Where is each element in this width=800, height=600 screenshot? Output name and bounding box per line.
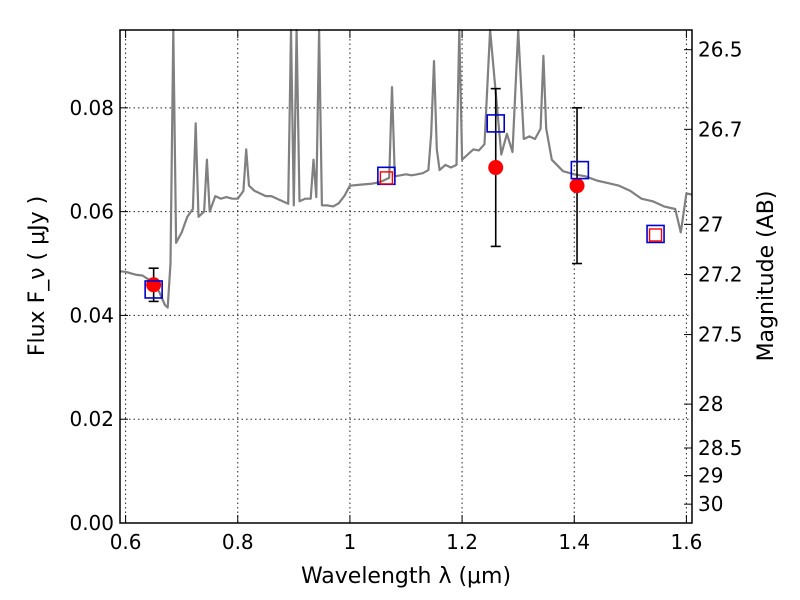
x-axis: 0.6 0.8 1 1.2 1.4 1.6 [110, 30, 702, 554]
model-photometry-box-inner [379, 171, 394, 185]
observed-point [146, 277, 162, 293]
y-axis-label: Flux F_ν ( μJy ) [25, 196, 50, 356]
y-tick-label: 0.04 [69, 303, 114, 327]
y2-tick-label: 27.5 [698, 323, 743, 347]
y2-tick-label: 27.2 [698, 263, 743, 287]
y2-tick-label: 26.5 [698, 38, 743, 62]
plot-frame [119, 29, 693, 524]
x-tick-label: 1.4 [558, 530, 590, 554]
model-photometry-box [570, 160, 590, 180]
y-axis: 0.00 0.02 0.04 0.06 0.08 [69, 96, 128, 535]
model-photometry-box [646, 224, 665, 244]
y2-tick-label: 28 [698, 392, 723, 416]
observed-points [146, 160, 585, 293]
y-tick-label: 0.00 [69, 511, 114, 535]
model-photometry-box [144, 280, 163, 299]
y2-tick-label: 29 [698, 464, 723, 488]
model-spectrum [119, 28, 693, 309]
model-photometry-box-inner [648, 228, 663, 242]
y2-tick-label: 30 [698, 492, 723, 516]
x-tick-label: 1.6 [670, 530, 702, 554]
y-tick-label: 0.08 [69, 96, 114, 120]
y2-tick-label: 28.5 [698, 436, 743, 460]
x-tick-label: 1.2 [446, 530, 478, 554]
y-tick-label: 0.06 [69, 200, 114, 224]
model-photometry-boxes [144, 114, 665, 299]
x-tick-label: 0.6 [110, 530, 142, 554]
model-spectrum-line [119, 28, 693, 309]
x-axis-label: Wavelength λ (μm) [301, 564, 511, 589]
y-tick-label: 0.02 [69, 407, 114, 431]
x-tick-label: 1 [344, 530, 357, 554]
x-tick-label: 0.8 [222, 530, 254, 554]
y2-tick-label: 27 [698, 212, 723, 236]
errorbar-layer [148, 87, 583, 303]
model-photometry-box [486, 114, 506, 133]
y2-tick-label: 26.7 [698, 117, 743, 141]
grid-layer [120, 30, 692, 523]
y2-axis-label: Magnitude (AB) [754, 191, 779, 362]
observed-point [488, 160, 504, 176]
observed-point [569, 178, 585, 194]
y2-axis: 26.5 26.7 27 27.2 27.5 28 28.5 29 30 [684, 38, 743, 516]
